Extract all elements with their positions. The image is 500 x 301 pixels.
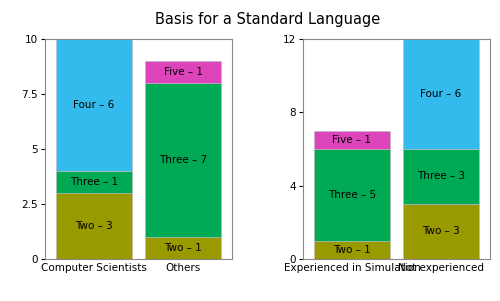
Text: Two – 3: Two – 3 <box>422 226 460 236</box>
Bar <box>145 61 221 83</box>
Bar <box>314 149 390 240</box>
Bar <box>56 193 132 259</box>
Bar <box>314 240 390 259</box>
Text: Two – 1: Two – 1 <box>333 245 371 255</box>
Text: Two – 1: Two – 1 <box>164 243 202 253</box>
Text: Three – 3: Three – 3 <box>417 172 465 182</box>
Bar <box>314 131 390 149</box>
Bar <box>56 171 132 193</box>
Bar <box>145 83 221 237</box>
Text: Four – 6: Four – 6 <box>420 89 462 99</box>
Bar <box>403 149 479 204</box>
Bar <box>403 39 479 149</box>
Text: Three – 7: Three – 7 <box>159 155 207 165</box>
Text: Two – 3: Two – 3 <box>75 221 113 231</box>
Bar <box>56 39 132 171</box>
Bar <box>145 237 221 259</box>
Bar <box>403 204 479 259</box>
Text: Three – 5: Three – 5 <box>328 190 376 200</box>
Text: Five – 1: Five – 1 <box>164 67 202 77</box>
Text: Five – 1: Five – 1 <box>332 135 372 145</box>
Text: Four – 6: Four – 6 <box>74 100 114 110</box>
Text: Three – 1: Three – 1 <box>70 177 118 187</box>
Text: Basis for a Standard Language: Basis for a Standard Language <box>155 12 380 27</box>
